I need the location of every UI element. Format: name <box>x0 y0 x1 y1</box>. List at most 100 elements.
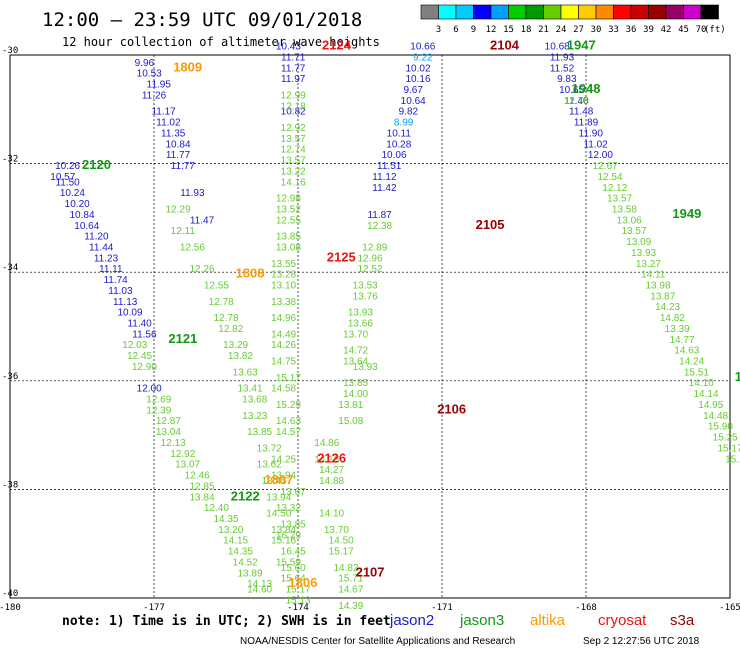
swh-value-jason3: 12.13 <box>161 438 186 449</box>
swh-value-jason3: 14.35 <box>213 514 238 525</box>
scale-label: 6 <box>453 25 458 35</box>
axis-tick-labels: -180 -177 -174 -171 -168 -165 -30 -32 -34 -36 -38 -… <box>0 46 740 613</box>
swh-value-jason2: 10.16 <box>405 74 430 85</box>
swh-value-jason3: 14.18 <box>314 454 339 465</box>
swh-value-jason3: 13.38 <box>271 297 296 308</box>
swh-value-jason2: 10.64 <box>74 221 99 232</box>
y-tick-label: -38 <box>2 480 18 490</box>
plot-frame <box>9 54 731 599</box>
swh-value-jason2: 11.97 <box>281 74 306 85</box>
swh-value-jason3: 16.29 <box>276 530 301 541</box>
track-label-cryosat: 2126 <box>317 450 346 465</box>
swh-value-jason3: 13.93 <box>353 362 378 373</box>
swh-value-jason3: 12.54 <box>597 172 622 183</box>
scale-swatch <box>508 4 527 20</box>
swh-value-jason3: 14.15 <box>223 536 248 547</box>
swh-value-jason3: 13.63 <box>233 367 258 378</box>
x-tick-label: -177 <box>143 603 165 613</box>
swh-value-jason3: 13.29 <box>223 340 248 351</box>
swh-value-jason3: 12.98 <box>276 194 301 205</box>
swh-value-jason2: 11.89 <box>574 118 599 129</box>
grid-lines <box>10 55 730 598</box>
swh-value-jason3: 14.39 <box>338 601 363 612</box>
swh-value-jason3: 13.55 <box>271 259 296 270</box>
x-tick-label: -174 <box>287 603 309 613</box>
scale-label: 12 <box>486 25 497 35</box>
scale-label: 15 <box>503 25 514 35</box>
swh-value-jason3: 14.24 <box>679 357 704 368</box>
swh-value-jason2: 11.23 <box>94 253 119 264</box>
swh-value-jason2: 11.93 <box>180 188 205 199</box>
swh-value-jason2: 11.44 <box>89 242 114 253</box>
swh-value-jason3: 13.09 <box>626 237 651 248</box>
swh-value-jason2: 11.47 <box>190 215 215 226</box>
scale-swatch <box>630 4 649 20</box>
swh-value-jason3: 14.27 <box>319 465 344 476</box>
swh-value-jason3: 13.62 <box>257 460 282 471</box>
swh-value-jason2: 11.02 <box>156 118 181 129</box>
scale-swatch <box>700 4 719 20</box>
swh-value-jason2: 9.96 <box>135 58 155 69</box>
swh-value-jason2: 9.83 <box>557 74 577 85</box>
footer-credit: NOAA/NESDIS Center for Satellite Applica… <box>240 636 515 647</box>
swh-value-jason3: 12.11 <box>171 226 196 237</box>
swh-value-jason2: 11.50 <box>55 177 80 188</box>
swh-value-jason3: 12.55 <box>204 280 229 291</box>
track-label-cryosat: 2124 <box>322 38 352 53</box>
data-labels: 10.2610.5711.5010.2410.2010.8410.6411.20… <box>50 42 740 612</box>
swh-value-jason2: 11.77 <box>281 63 306 74</box>
track-label-cryosat: 2125 <box>327 249 356 264</box>
track-label-jason3: 2120 <box>82 157 111 172</box>
scale-label: 9 <box>471 25 476 35</box>
swh-value-jason3: 12.85 <box>189 481 214 492</box>
legend-s3a: s3a <box>670 612 695 629</box>
swh-value-jason3: 15.1 <box>725 454 740 465</box>
scale-swatch <box>595 4 614 20</box>
swh-value-jason3: 13.06 <box>617 215 642 226</box>
swh-value-jason3: 13.22 <box>281 166 306 177</box>
swh-value-jason2: 11.90 <box>579 128 604 139</box>
swh-value-jason3: 15.64 <box>281 574 306 585</box>
swh-value-jason3: 13.81 <box>338 400 363 411</box>
swh-value-jason3: 12.40 <box>204 503 229 514</box>
swh-value-jason3: 13.10 <box>271 280 296 291</box>
scale-swatch <box>438 4 457 20</box>
scale-label: 70 <box>696 25 707 35</box>
swh-value-jason3: 15.71 <box>338 574 363 585</box>
swh-value-jason3: 14.57 <box>276 427 301 438</box>
swh-value-jason3: 13.57 <box>621 226 646 237</box>
swh-value-jason2: 11.42 <box>372 183 397 194</box>
swh-value-jason2: 11.48 <box>569 107 594 118</box>
swh-value-jason3: 14.75 <box>271 357 296 368</box>
swh-value-jason3: 12.29 <box>165 204 190 215</box>
swh-value-jason3: 15.90 <box>708 422 733 433</box>
track-label-jason3: 195 <box>735 369 740 384</box>
scale-swatch <box>560 4 579 20</box>
x-tick-label: -165 <box>719 603 740 613</box>
swh-value-jason3: 14.13 <box>247 579 272 590</box>
swh-value-jason2: 10.20 <box>65 199 90 210</box>
swh-value-jason2: 11.11 <box>99 264 123 275</box>
swh-value-jason2: 11.93 <box>550 52 575 63</box>
swh-value-jason3: 12.92 <box>281 123 306 134</box>
swh-value-jason3: 14.48 <box>703 411 728 422</box>
swh-value-jason3: 13.94 <box>266 492 291 503</box>
swh-value-jason2: 11.03 <box>108 286 133 297</box>
swh-value-jason3: 15.17 <box>329 547 354 558</box>
swh-value-jason3: 13.32 <box>276 503 301 514</box>
swh-value-jason3: 13.57 <box>281 156 306 167</box>
swh-value-jason2: 11.40 <box>564 96 589 107</box>
swh-value-jason2: 10.68 <box>545 42 570 53</box>
swh-value-jason3: 13.84 <box>189 492 214 503</box>
swh-value-jason2: 12.00 <box>137 384 162 395</box>
y-tick-label: -36 <box>2 372 18 382</box>
y-tick-label: -34 <box>2 263 18 273</box>
track-label-s3a: 2106 <box>437 401 466 416</box>
swh-value-jason3: 15.25 <box>713 433 738 444</box>
scale-swatch <box>490 4 509 20</box>
swh-value-jason3: 13.85 <box>247 427 272 438</box>
swh-value-jason3: 14.10 <box>689 378 714 389</box>
swh-value-jason3: 15.08 <box>338 416 363 427</box>
swh-value-jason3: 12.82 <box>218 324 243 335</box>
